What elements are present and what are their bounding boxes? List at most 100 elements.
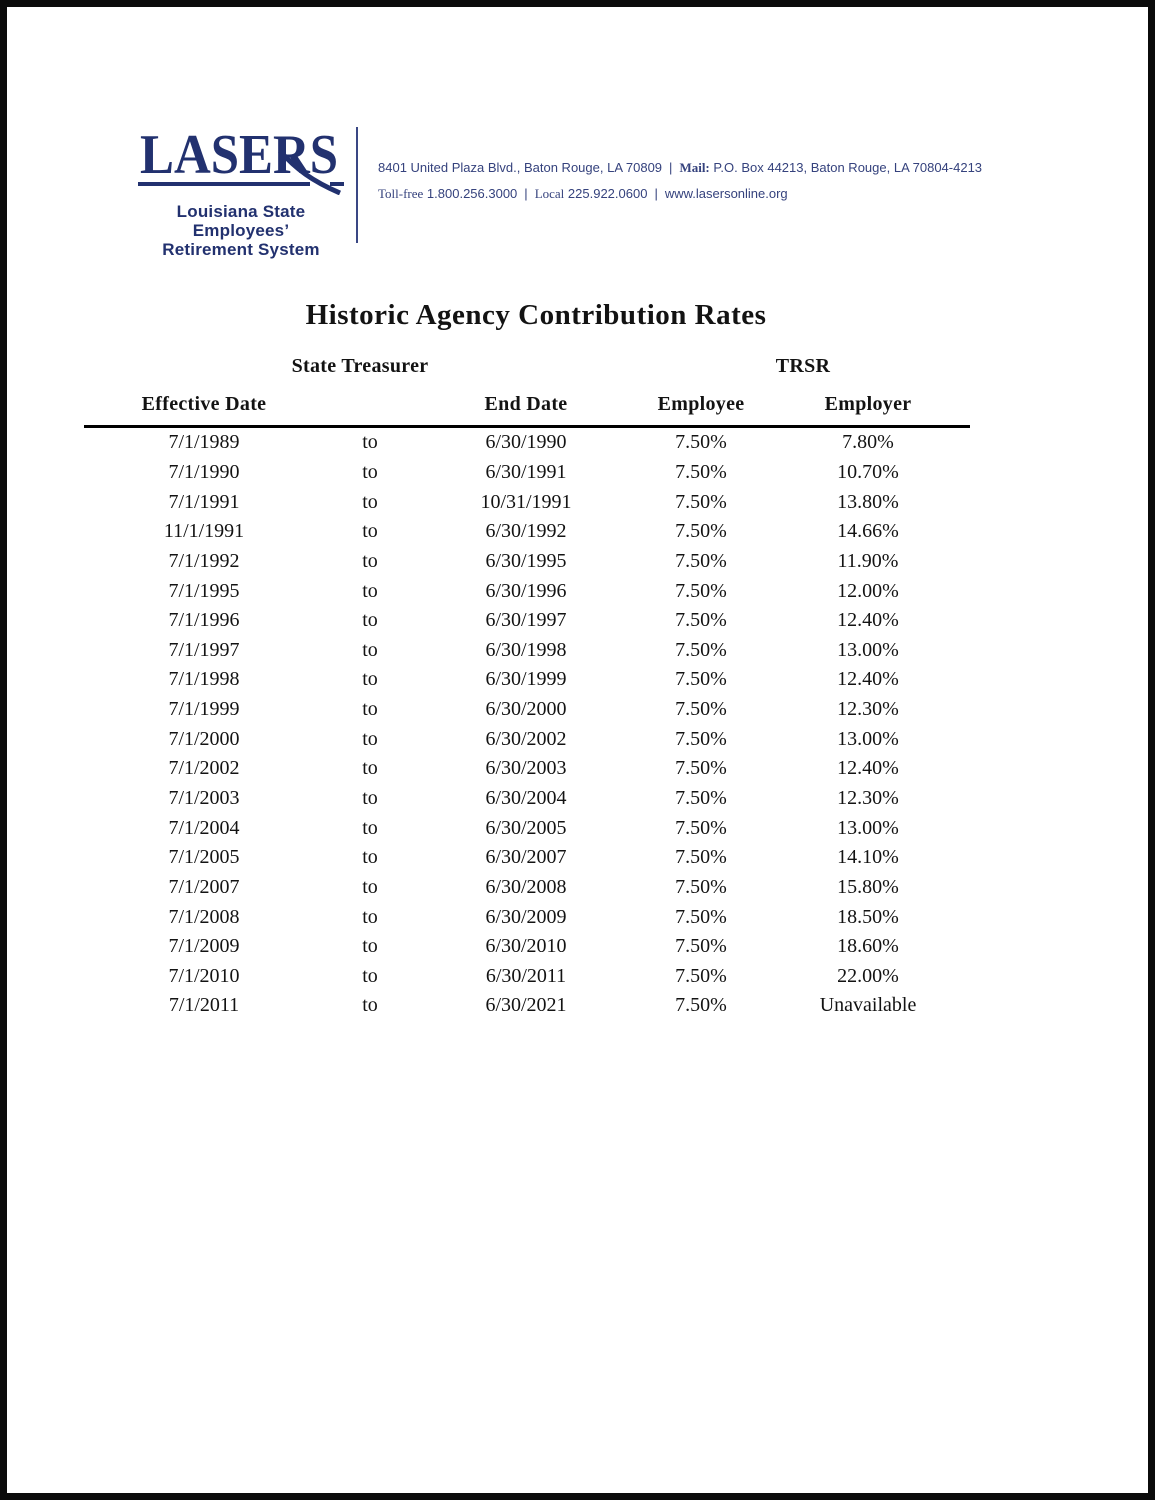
logo-tagline-line1: Louisiana State Employees’	[176, 202, 306, 240]
table-row: 7/1/2002 to 6/30/2003 7.50% 12.40%	[84, 754, 970, 784]
separator-pipe: |	[669, 160, 673, 175]
mail-label: Mail:	[679, 160, 710, 175]
effective-date-cell: 7/1/1995	[168, 579, 240, 602]
table-row: 7/1/1990 to 6/30/1991 7.50% 10.70%	[84, 458, 970, 488]
effective-date-cell: 7/1/1998	[168, 668, 240, 691]
end-date-cell: 6/30/2003	[485, 757, 567, 780]
effective-date-cell: 7/1/2010	[168, 964, 240, 987]
employer-rate-cell: 22.00%	[837, 964, 899, 987]
range-separator-cell: to	[362, 609, 378, 632]
effective-date-cell: 11/1/1991	[163, 520, 245, 543]
employer-rate-cell: 13.00%	[837, 727, 899, 750]
end-date-cell: 6/30/1992	[485, 520, 567, 543]
employer-rate-cell: 13.00%	[837, 638, 899, 661]
employer-rate-cell: 14.66%	[837, 520, 899, 543]
end-date-cell: 6/30/2005	[485, 816, 567, 839]
table-header-row: Effective Date End Date Employee Employe…	[84, 384, 971, 428]
employer-rate-cell: Unavailable	[819, 994, 917, 1017]
effective-date-cell: 7/1/1990	[168, 460, 240, 483]
range-separator-cell: to	[362, 905, 378, 928]
employee-rate-cell: 7.50%	[675, 549, 727, 572]
effective-date-cell: 7/1/1991	[168, 490, 240, 513]
range-separator-cell: to	[362, 757, 378, 780]
end-date-cell: 6/30/2000	[485, 698, 567, 721]
employer-rate-cell: 12.00%	[837, 579, 899, 602]
range-separator-cell: to	[362, 668, 378, 691]
range-separator-cell: to	[362, 787, 378, 809]
logo-tagline-line2: Retirement System	[162, 240, 320, 259]
logo-underline-dash	[330, 182, 344, 186]
effective-date-cell: 7/1/2007	[168, 875, 240, 898]
employer-rate-cell: 12.30%	[837, 698, 899, 721]
col-header-spacer	[324, 384, 416, 428]
range-separator-cell: to	[362, 964, 378, 987]
range-separator-cell: to	[362, 846, 378, 869]
end-date-cell: 6/30/1991	[485, 460, 567, 483]
table-row: 7/1/2010 to 6/30/2011 7.50% 22.00%	[84, 962, 970, 992]
contact-info: 8401 United Plaza Blvd., Baton Rouge, LA…	[378, 155, 982, 207]
logo-tagline: Louisiana State Employees’ Retirement Sy…	[134, 202, 348, 259]
range-separator-cell: to	[362, 994, 378, 1017]
effective-date-cell: 7/1/2005	[168, 846, 240, 869]
employer-rate-cell: 12.40%	[837, 757, 899, 780]
mail-address: P.O. Box 44213, Baton Rouge, LA 70804-42…	[713, 160, 983, 175]
effective-date-cell: 7/1/2008	[168, 905, 240, 928]
local-label: Local	[534, 186, 565, 201]
table-row: 7/1/1997 to 6/30/1998 7.50% 13.00%	[84, 635, 970, 665]
range-separator-cell: to	[362, 935, 378, 958]
page-title: Historic Agency Contribution Rates	[305, 299, 767, 331]
table-row: 7/1/1996 to 6/30/1997 7.50% 12.40%	[84, 606, 970, 636]
table-row: 7/1/2003 to 6/30/2004 7.50% 12.30%	[84, 784, 970, 814]
employer-rate-cell: 18.60%	[837, 935, 899, 958]
table-row: 7/1/2008 to 6/30/2009 7.50% 18.50%	[84, 902, 970, 932]
col-header-end-date: End Date	[416, 384, 637, 428]
employer-rate-cell: 13.00%	[837, 816, 899, 839]
table-row: 7/1/2000 to 6/30/2002 7.50% 13.00%	[84, 724, 970, 754]
group-header-state-treasurer: State Treasurer	[291, 355, 429, 377]
tollfree-label: Toll-free	[378, 186, 424, 201]
employee-rate-cell: 7.50%	[675, 490, 727, 513]
employer-rate-cell: 12.40%	[837, 668, 899, 691]
employer-rate-cell: 11.90%	[837, 549, 899, 572]
employer-rate-cell: 14.10%	[837, 846, 899, 869]
website-url: www.lasersonline.org	[664, 186, 788, 201]
employer-rate-cell: 12.30%	[837, 787, 899, 809]
end-date-cell: 6/30/2002	[485, 727, 567, 750]
end-date-cell: 6/30/2009	[485, 905, 567, 928]
table-row: 7/1/1989 to 6/30/1990 7.50% 7.80%	[84, 427, 970, 458]
separator-pipe: |	[524, 186, 528, 201]
employee-rate-cell: 7.50%	[675, 668, 727, 691]
employee-rate-cell: 7.50%	[675, 787, 727, 809]
range-separator-cell: to	[362, 816, 378, 839]
employee-rate-cell: 7.50%	[675, 727, 727, 750]
table-row: 7/1/2005 to 6/30/2007 7.50% 14.10%	[84, 843, 970, 873]
range-separator-cell: to	[362, 579, 378, 602]
employee-rate-cell: 7.50%	[675, 638, 727, 661]
employee-rate-cell: 7.50%	[675, 757, 727, 780]
effective-date-cell: 7/1/2011	[168, 994, 240, 1017]
employer-rate-cell: 10.70%	[837, 460, 899, 483]
employer-rate-cell: 18.50%	[837, 905, 899, 928]
employee-rate-cell: 7.50%	[675, 905, 727, 928]
street-address: 8401 United Plaza Blvd., Baton Rouge, LA…	[378, 160, 663, 175]
separator-pipe: |	[654, 186, 658, 201]
end-date-cell: 6/30/1990	[485, 431, 567, 454]
range-separator-cell: to	[362, 490, 378, 513]
employee-rate-cell: 7.50%	[675, 935, 727, 958]
end-date-cell: 6/30/1995	[485, 549, 567, 572]
logo-swoosh	[278, 149, 341, 196]
end-date-cell: 6/30/1997	[485, 609, 567, 632]
table-row: 7/1/2004 to 6/30/2005 7.50% 13.00%	[84, 813, 970, 843]
table-row: 7/1/1995 to 6/30/1996 7.50% 12.00%	[84, 576, 970, 606]
end-date-cell: 6/30/2021	[485, 994, 567, 1017]
end-date-cell: 6/30/1996	[485, 579, 567, 602]
employer-rate-cell: 15.80%	[837, 875, 899, 898]
lasers-logo: LASERS Louisiana State Employees’ Retire…	[134, 124, 348, 259]
employee-rate-cell: 7.50%	[675, 431, 727, 454]
effective-date-cell: 7/1/1996	[168, 609, 240, 632]
group-header-trsr: TRSR	[775, 355, 831, 377]
employee-rate-cell: 7.50%	[675, 994, 727, 1017]
effective-date-cell: 7/1/2009	[168, 935, 240, 958]
employee-rate-cell: 7.50%	[675, 609, 727, 632]
range-separator-cell: to	[362, 431, 378, 454]
